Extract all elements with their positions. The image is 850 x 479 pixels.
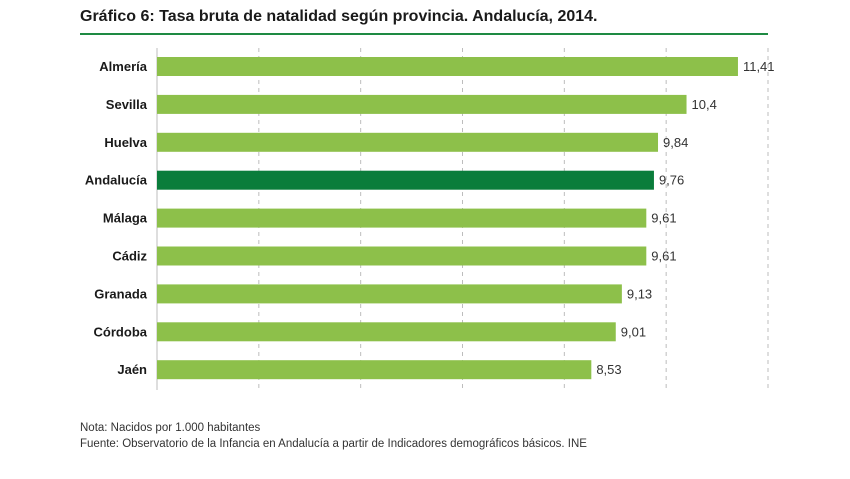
bar-4 [157,208,647,228]
bars [157,57,738,380]
value-label: 9,61 [651,249,676,264]
bar-2 [157,132,659,152]
category-label: Huelva [104,135,147,150]
chart-title: Gráfico 6: Tasa bruta de natalidad según… [80,8,598,25]
title-underline [80,33,768,35]
bar-1 [157,94,687,114]
bar-5 [157,246,647,266]
bar-3 [157,170,654,190]
category-label: Andalucía [85,173,148,188]
value-label: 9,76 [659,173,684,188]
bar-6 [157,284,622,304]
category-label: Sevilla [106,97,148,112]
category-label: Jaén [117,362,147,377]
value-label: 9,61 [651,211,676,226]
value-labels: 11,41 10,4 9,84 9,76 9,61 9,61 9,13 9,01 8,53 [596,59,774,377]
category-label: Málaga [103,211,148,226]
value-label: 9,84 [663,135,688,150]
bar-0 [157,57,738,76]
bar-8 [157,360,592,380]
value-label: 10,4 [692,97,717,112]
footnotes: Nota: Nacidos por 1.000 habitantes Fuent… [80,420,587,452]
bar-7 [157,322,616,342]
bar-chart: Almería Sevilla Huelva Andalucía Málaga Cádiz… [85,48,775,390]
value-label: 8,53 [596,362,621,377]
value-label: 9,13 [627,286,652,301]
value-label: 9,01 [621,324,646,339]
category-label: Córdoba [94,324,148,339]
category-labels: Almería Sevilla Huelva Andalucía Málaga Cádiz… [85,59,148,377]
source-text: Fuente: Observatorio de la Infancia en A… [80,438,587,450]
category-label: Almería [99,59,147,74]
value-label: 11,41 [743,59,775,74]
note-text: Nota: Nacidos por 1.000 habitantes [80,422,261,434]
category-label: Granada [94,286,148,301]
category-label: Cádiz [112,249,147,264]
